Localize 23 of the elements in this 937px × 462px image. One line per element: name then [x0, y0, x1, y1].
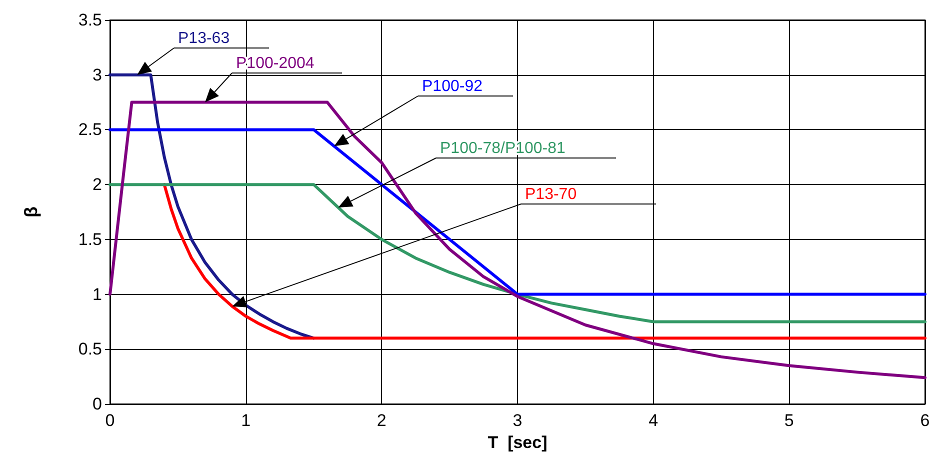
x-axis-title: T [sec]	[488, 433, 548, 452]
y-tick-label: 0	[92, 394, 102, 414]
text: P100-92	[422, 78, 483, 95]
y-tick-label: 1.5	[78, 230, 102, 249]
text: P13-70	[525, 186, 577, 203]
y-tick-label: 1	[92, 284, 102, 304]
line-series	[108, 183, 926, 324]
x-tick-label: 2	[376, 411, 386, 430]
y-axis-title: β	[21, 206, 41, 218]
x-tick-label: 4	[648, 411, 658, 430]
line-series	[162, 183, 926, 340]
x-tick-label: 3	[512, 411, 522, 430]
y-tick-label: 0.5	[78, 340, 102, 359]
x-tick-label: 1	[241, 411, 251, 430]
y-tick-label: 3	[92, 65, 102, 84]
y-tick-label: 2.5	[78, 120, 102, 140]
x-tick-label: 6	[920, 411, 930, 430]
y-tick-label: 3.5	[78, 10, 102, 30]
x-tick-label: 5	[784, 411, 794, 430]
text: P13-63	[178, 30, 230, 47]
line-series	[108, 100, 926, 380]
y-tick-label: 2	[92, 175, 102, 194]
x-tick-label: 0	[105, 411, 115, 430]
